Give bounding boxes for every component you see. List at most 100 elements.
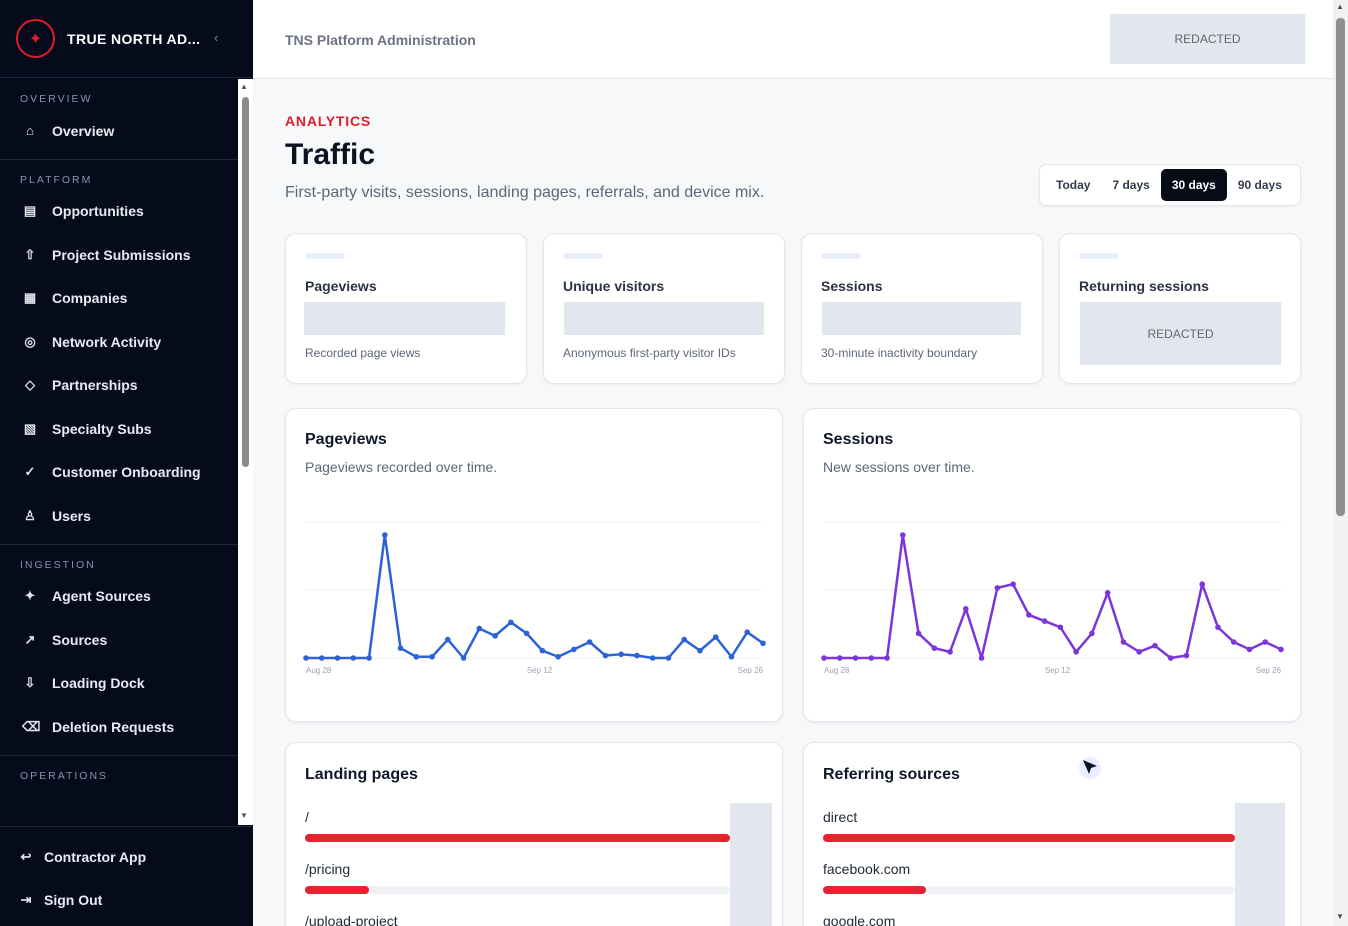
- data-point: [1246, 646, 1253, 653]
- sign-out-icon: ⇥: [20, 891, 32, 907]
- data-point: [681, 636, 688, 643]
- data-point: [1120, 639, 1127, 645]
- data-point: [523, 630, 530, 637]
- data-point: [445, 636, 451, 643]
- list-item-bar-fill: [305, 886, 369, 894]
- sessions-chart-card: Sessions New sessions over time. Aug 28 S…: [803, 408, 1301, 722]
- stat-value: [304, 302, 505, 335]
- sidebar-item-users[interactable]: ♙ Users: [8, 494, 230, 538]
- data-point: [1183, 652, 1190, 659]
- nav-section-heading: OVERVIEW: [20, 93, 93, 105]
- data-point: [697, 647, 703, 654]
- nav-section: INGESTION ✦ Agent Sources ↗ Sources ⇩ Loading …: [0, 545, 238, 756]
- list-title: Landing pages: [305, 766, 418, 783]
- sidebar-item-specialty-subs[interactable]: ▧ Specialty Subs: [8, 407, 230, 451]
- scroll-down-arrow-icon[interactable]: ▼: [240, 811, 248, 820]
- sidebar-item-project-submissions[interactable]: ⇧ Project Submissions: [8, 233, 230, 277]
- app-title: TNS Platform Administration: [285, 32, 476, 48]
- nav-section-heading: PLATFORM: [20, 173, 93, 186]
- data-point: [1278, 646, 1284, 653]
- data-point: [1089, 630, 1095, 637]
- scroll-up-arrow-icon[interactable]: ▲: [240, 82, 248, 91]
- sidebar-scrollbar-thumb[interactable]: [242, 97, 249, 467]
- data-point: [602, 652, 609, 659]
- data-point: [821, 655, 827, 661]
- sidebar-item-overview[interactable]: ⌂ Overview: [8, 109, 230, 153]
- data-point: [1215, 624, 1221, 631]
- data-point: [539, 647, 546, 654]
- list-item-bar-track: [823, 886, 1235, 894]
- redacted-counts: [1235, 803, 1285, 926]
- sidebar-item-companies[interactable]: ▦ Companies: [8, 277, 230, 321]
- list-item-label: facebook.com: [823, 861, 911, 877]
- x-tick-label: Sep 12: [1045, 666, 1071, 675]
- range-button-30-days[interactable]: 30 days: [1160, 169, 1227, 201]
- data-point: [978, 655, 985, 661]
- range-button-90-days[interactable]: 90 days: [1237, 178, 1282, 192]
- stat-label: Returning sessions: [1079, 278, 1209, 294]
- sidebar-item-label: Users: [52, 507, 91, 524]
- chevron-left-icon[interactable]: ‹: [214, 30, 219, 45]
- sidebar-item-customer-onboarding[interactable]: ✓ Customer Onboarding: [8, 451, 230, 495]
- data-point: [429, 653, 435, 660]
- data-point: [1057, 624, 1064, 631]
- stat-note: Recorded page views: [305, 346, 421, 360]
- customer-onboarding-icon: ✓: [24, 464, 36, 480]
- data-point: [303, 655, 309, 661]
- data-point: [1152, 642, 1158, 649]
- page-scroll-up-icon[interactable]: ▲: [1336, 2, 1344, 11]
- data-point: [947, 649, 953, 655]
- sidebar-item-label: Customer Onboarding: [52, 464, 201, 481]
- data-point: [884, 655, 890, 661]
- data-point: [1262, 639, 1269, 645]
- data-point: [586, 639, 593, 645]
- data-point: [318, 655, 325, 661]
- page-scroll-down-icon[interactable]: ▼: [1336, 912, 1344, 921]
- sidebar-item-label: Loading Dock: [52, 675, 145, 692]
- data-point: [963, 606, 969, 612]
- user-menu-button[interactable]: REDACTED: [1110, 14, 1305, 64]
- sidebar-item-network-activity[interactable]: ◎ Network Activity: [8, 320, 230, 364]
- range-button-today[interactable]: Today: [1056, 178, 1091, 192]
- data-point: [571, 646, 577, 653]
- specialty-subs-icon: ▧: [23, 420, 37, 436]
- data-point: [555, 653, 561, 660]
- list-item-bar-fill: [823, 834, 1235, 842]
- sidebar-item-label: Contractor App: [44, 848, 147, 865]
- pageviews-line-chart: Aug 28 Sep 12 Sep 26: [303, 521, 766, 675]
- list-title: Referring sources: [823, 766, 960, 783]
- sidebar-item-opportunities[interactable]: ▤ Opportunities: [8, 190, 230, 234]
- sidebar-item-deletion-requests[interactable]: ⌫ Deletion Requests: [8, 705, 230, 749]
- opportunities-icon: ▤: [23, 203, 37, 219]
- range-button-7-days[interactable]: 7 days: [1112, 178, 1150, 192]
- sidebar-item-label: Agent Sources: [52, 588, 151, 605]
- sidebar-item-sources[interactable]: ↗ Sources: [8, 618, 230, 662]
- sidebar-item-partnerships[interactable]: ◇ Partnerships: [8, 364, 230, 408]
- sidebar-item-loading-dock[interactable]: ⇩ Loading Dock: [8, 662, 230, 706]
- nav-section-heading: INGESTION: [20, 558, 96, 571]
- deletion-requests-icon: ⌫: [22, 718, 41, 734]
- sidebar-item-contractor-app[interactable]: ↩ Contractor App: [0, 835, 253, 878]
- sidebar-item-sign-out[interactable]: ⇥ Sign Out: [0, 878, 253, 921]
- stat-card-unique-visitors: Unique visitors Anonymous first-party vi…: [543, 233, 785, 384]
- data-point: [334, 655, 341, 661]
- nav-section: OPERATIONS: [0, 756, 238, 786]
- list-item-label: /pricing: [305, 861, 351, 877]
- stat-label: Unique visitors: [563, 278, 665, 294]
- data-point: [1230, 639, 1237, 645]
- data-point: [836, 655, 843, 661]
- x-tick-label: Aug 28: [824, 666, 850, 675]
- data-point: [649, 655, 656, 661]
- data-point: [397, 645, 404, 651]
- brand-header: ✦ TRUE NORTH AD... ‹: [0, 0, 253, 78]
- stat-note: Anonymous first-party visitor IDs: [563, 346, 736, 360]
- sidebar-item-agent-sources[interactable]: ✦ Agent Sources: [8, 575, 230, 619]
- data-point: [1073, 649, 1079, 655]
- stat-value: REDACTED: [1080, 302, 1281, 365]
- data-point: [618, 651, 624, 658]
- page-scrollbar-thumb[interactable]: [1336, 18, 1345, 516]
- list-item-bar-fill: [305, 834, 730, 842]
- referring-sources-card: Referring sources direct facebook.com goog…: [803, 742, 1301, 926]
- data-point: [994, 585, 1001, 591]
- sidebar-nav: OVERVIEW ⌂ Overview PLATFORM ▤ Opportunities ⇧…: [0, 79, 238, 825]
